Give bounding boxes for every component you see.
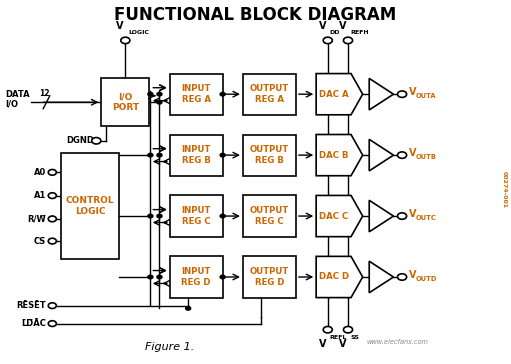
Bar <box>101 78 149 126</box>
Text: INPUT
REG D: INPUT REG D <box>181 267 211 287</box>
Circle shape <box>323 327 332 333</box>
Text: OUTPUT
REG A: OUTPUT REG A <box>250 84 289 104</box>
Circle shape <box>185 306 191 310</box>
Polygon shape <box>369 78 393 110</box>
Text: C̄S̄: C̄S̄ <box>34 237 47 246</box>
Circle shape <box>48 303 56 309</box>
Text: DATA: DATA <box>5 90 30 99</box>
Text: INPUT
REG A: INPUT REG A <box>181 84 211 104</box>
Text: CONTROL
LOGIC: CONTROL LOGIC <box>65 197 114 216</box>
Polygon shape <box>369 139 393 171</box>
Text: OUTD: OUTD <box>416 276 437 282</box>
Circle shape <box>323 37 332 44</box>
Text: I/O: I/O <box>5 99 18 108</box>
Text: V: V <box>409 148 416 158</box>
Text: V: V <box>339 21 346 31</box>
Text: www.elecfans.com: www.elecfans.com <box>366 339 428 344</box>
Text: DAC C: DAC C <box>319 211 349 221</box>
Circle shape <box>398 91 407 98</box>
Circle shape <box>343 37 353 44</box>
Bar <box>170 74 223 115</box>
Text: LOGIC: LOGIC <box>128 30 149 35</box>
Text: Figure 1.: Figure 1. <box>145 342 194 352</box>
Text: 00274-001: 00274-001 <box>502 171 507 208</box>
Text: DGND: DGND <box>66 136 94 145</box>
Text: INPUT
REG B: INPUT REG B <box>181 145 211 165</box>
Text: OUTPUT
REG D: OUTPUT REG D <box>250 267 289 287</box>
Polygon shape <box>316 256 363 298</box>
Circle shape <box>220 275 225 279</box>
Text: L̄D̄ĀC̄: L̄D̄ĀC̄ <box>21 319 47 328</box>
Text: REFL: REFL <box>330 335 347 340</box>
Text: DAC B: DAC B <box>319 151 349 160</box>
Circle shape <box>157 92 162 96</box>
Bar <box>243 256 296 298</box>
Text: DD: DD <box>330 30 340 35</box>
Circle shape <box>48 238 56 244</box>
Circle shape <box>220 153 225 157</box>
Text: R̄ĒSĒT̄: R̄ĒSĒT̄ <box>17 301 47 310</box>
Circle shape <box>157 214 162 218</box>
Text: V: V <box>409 270 416 280</box>
Text: FUNCTIONAL BLOCK DIAGRAM: FUNCTIONAL BLOCK DIAGRAM <box>114 6 397 24</box>
Text: V: V <box>319 21 326 31</box>
Circle shape <box>48 193 56 198</box>
Text: 12: 12 <box>39 89 50 98</box>
Circle shape <box>48 216 56 222</box>
Text: DAC D: DAC D <box>319 273 349 281</box>
Text: INPUT
REG C: INPUT REG C <box>181 206 211 226</box>
Text: OUTPUT
REG B: OUTPUT REG B <box>250 145 289 165</box>
Circle shape <box>398 213 407 219</box>
Text: V: V <box>319 339 326 349</box>
Polygon shape <box>316 195 363 237</box>
Circle shape <box>157 100 162 104</box>
Circle shape <box>121 37 130 44</box>
Circle shape <box>398 152 407 158</box>
Circle shape <box>157 153 162 157</box>
Text: OUTC: OUTC <box>416 215 436 221</box>
Text: R/W̄: R/W̄ <box>28 214 47 223</box>
Polygon shape <box>316 74 363 115</box>
Bar <box>243 74 296 115</box>
Circle shape <box>157 275 162 279</box>
Text: SS: SS <box>350 335 359 340</box>
Circle shape <box>343 327 353 333</box>
Circle shape <box>148 153 153 157</box>
Text: V: V <box>117 21 124 31</box>
Circle shape <box>398 274 407 280</box>
Circle shape <box>48 170 56 175</box>
Text: OUTB: OUTB <box>416 154 436 160</box>
Circle shape <box>48 321 56 327</box>
Text: A0: A0 <box>34 168 47 177</box>
Text: DAC A: DAC A <box>319 90 349 99</box>
Bar <box>170 195 223 237</box>
Text: REFH: REFH <box>350 30 368 35</box>
Circle shape <box>92 138 101 144</box>
Text: A1: A1 <box>34 191 47 200</box>
Bar <box>170 256 223 298</box>
Polygon shape <box>369 261 393 293</box>
Polygon shape <box>316 135 363 176</box>
Text: OUTA: OUTA <box>416 93 436 99</box>
Text: V: V <box>339 339 346 349</box>
Text: V: V <box>409 87 416 97</box>
Bar <box>243 195 296 237</box>
Bar <box>61 153 119 259</box>
Circle shape <box>148 92 153 96</box>
Text: V: V <box>409 209 416 219</box>
Bar <box>243 135 296 176</box>
Circle shape <box>220 214 225 218</box>
Text: I/O
PORT: I/O PORT <box>112 92 139 112</box>
Circle shape <box>148 275 153 279</box>
Circle shape <box>148 214 153 218</box>
Text: OUTPUT
REG C: OUTPUT REG C <box>250 206 289 226</box>
Circle shape <box>220 92 225 96</box>
Bar <box>170 135 223 176</box>
Polygon shape <box>369 200 393 232</box>
